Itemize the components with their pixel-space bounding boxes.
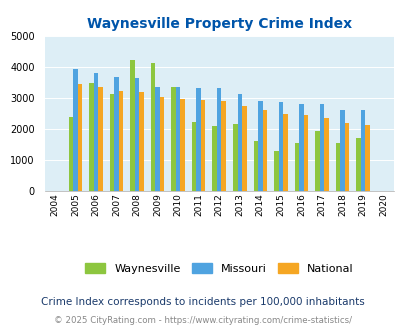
Bar <box>253 141 258 191</box>
Bar <box>216 88 221 191</box>
Bar <box>339 110 344 191</box>
Bar <box>212 126 216 191</box>
Bar <box>232 124 237 191</box>
Bar <box>89 83 94 191</box>
Bar <box>134 78 139 191</box>
Bar <box>237 94 241 191</box>
Bar <box>364 125 369 191</box>
Bar <box>282 114 287 191</box>
Text: Crime Index corresponds to incidents per 100,000 inhabitants: Crime Index corresponds to incidents per… <box>41 297 364 307</box>
Bar <box>360 110 364 191</box>
Bar <box>155 87 160 191</box>
Title: Waynesville Property Crime Index: Waynesville Property Crime Index <box>86 17 351 31</box>
Bar <box>77 84 82 191</box>
Bar <box>294 143 298 191</box>
Bar <box>180 99 185 191</box>
Bar <box>151 63 155 191</box>
Bar <box>130 59 134 191</box>
Bar <box>200 100 205 191</box>
Bar <box>262 110 266 191</box>
Bar <box>68 117 73 191</box>
Legend: Waynesville, Missouri, National: Waynesville, Missouri, National <box>81 259 357 279</box>
Bar <box>355 138 360 191</box>
Bar <box>324 118 328 191</box>
Bar <box>273 151 278 191</box>
Bar <box>298 104 303 191</box>
Bar <box>171 87 175 191</box>
Bar <box>109 94 114 191</box>
Bar <box>344 123 348 191</box>
Bar <box>314 131 319 191</box>
Text: © 2025 CityRating.com - https://www.cityrating.com/crime-statistics/: © 2025 CityRating.com - https://www.city… <box>54 316 351 325</box>
Bar <box>192 122 196 191</box>
Bar <box>241 106 246 191</box>
Bar <box>278 102 282 191</box>
Bar <box>98 87 102 191</box>
Bar <box>335 143 339 191</box>
Bar <box>175 87 180 191</box>
Bar <box>73 69 77 191</box>
Bar <box>114 77 119 191</box>
Bar <box>258 101 262 191</box>
Bar <box>303 115 307 191</box>
Bar <box>139 92 143 191</box>
Bar <box>160 97 164 191</box>
Bar <box>221 101 226 191</box>
Bar <box>196 88 200 191</box>
Bar <box>119 91 123 191</box>
Bar <box>94 73 98 191</box>
Bar <box>319 104 324 191</box>
